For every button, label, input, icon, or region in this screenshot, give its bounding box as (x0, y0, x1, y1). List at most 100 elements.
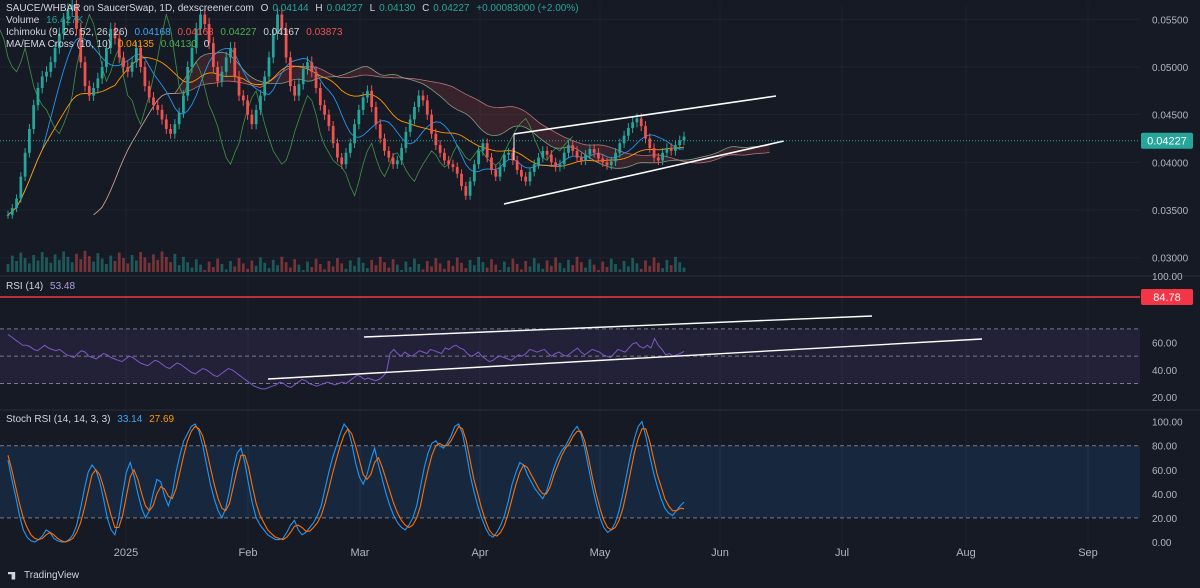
volume-bar (53, 254, 57, 272)
volume-bar (211, 267, 215, 272)
candle-body (541, 150, 545, 158)
volume-bar (49, 262, 53, 272)
last-price-tag (1141, 132, 1193, 149)
candle-body (477, 150, 481, 165)
stoch-tick-label: 60.00 (1152, 466, 1177, 477)
volume-bar (622, 261, 626, 272)
candle-body (182, 95, 185, 113)
volume-bar (301, 270, 305, 272)
candle-body (588, 148, 592, 155)
volume-bar (79, 259, 83, 272)
close-label: C (422, 3, 430, 14)
price-tick-label: 0.04500 (1152, 111, 1189, 122)
volume-bar (75, 253, 78, 272)
rsi-tick-label: 60.00 (1152, 339, 1177, 350)
candle-body (468, 181, 472, 196)
tenkan-line (7, 37, 685, 216)
volume-bar (62, 251, 66, 272)
candle-body (336, 143, 339, 158)
volume-bar (340, 263, 344, 272)
volume-bar (327, 261, 331, 272)
candle-body (186, 66, 190, 96)
volume-bar (220, 264, 224, 272)
volume-bar (70, 262, 74, 272)
price-tick-label: 0.05500 (1152, 15, 1189, 26)
volume-bar (468, 259, 472, 272)
volume-bar (357, 257, 361, 272)
volume-bar (117, 252, 121, 272)
candle-body (173, 124, 177, 134)
volume-bar (502, 261, 506, 272)
time-axis: 2025 Feb Mar Apr May Jun Jul Aug Sep (114, 547, 1098, 559)
last-price-label: 0.04227 (1147, 136, 1187, 148)
candle-body (310, 62, 314, 72)
rsi-line (7, 333, 685, 390)
ma-value-2: 0.04130 (160, 39, 197, 50)
candle-body (498, 167, 502, 177)
low-value: 0.04130 (379, 3, 416, 14)
volume-bar (549, 265, 553, 272)
volume-bar (562, 268, 566, 272)
volume-bar (10, 255, 14, 272)
time-tick-label: Mar (351, 547, 370, 559)
candle-body (370, 90, 374, 108)
candle-body (246, 100, 249, 115)
volume-bar (233, 266, 237, 272)
volume-bar (618, 269, 622, 272)
candle-body (357, 109, 361, 125)
candle-body (220, 71, 224, 82)
volume-bar (609, 258, 613, 272)
candle-body (331, 126, 335, 144)
volume-bar (584, 267, 587, 272)
high-value: 0.04227 (326, 3, 363, 14)
volume-bar (293, 259, 297, 272)
stoch-d-value: 27.69 (149, 414, 175, 425)
candle-body (156, 105, 160, 110)
candle-body (276, 14, 279, 34)
volume-bar (57, 259, 61, 272)
low-label: L (369, 3, 376, 14)
volume-bar (438, 263, 442, 272)
volume-bar (109, 255, 113, 272)
candle-body (481, 143, 485, 151)
rsi-trend-lower (267, 338, 983, 380)
volume-bar (45, 257, 48, 272)
candle-body (430, 114, 433, 134)
candle-body (96, 78, 100, 88)
candle-body (301, 68, 305, 85)
candle-body (661, 152, 664, 161)
volume-bar (182, 256, 185, 272)
volume-bar (160, 251, 164, 272)
candle-body (485, 143, 489, 158)
candle-body (601, 158, 605, 163)
candle-body (70, 5, 74, 10)
volume-bar (100, 258, 104, 272)
senkou-span-b (93, 65, 770, 216)
cloud-fill (93, 52, 770, 215)
ma-label: MA/EMA Cross (10, 10) (6, 39, 112, 50)
candle-body (130, 62, 134, 72)
candle-body (391, 157, 395, 165)
candle-body (575, 150, 579, 158)
volume-bar (383, 262, 386, 272)
tradingview-logo[interactable]: TradingView (8, 570, 79, 581)
candle-body (472, 164, 476, 182)
candle-body (306, 62, 309, 69)
tradingview-icon (8, 571, 16, 580)
candle-body (293, 86, 297, 96)
candle-body (36, 87, 40, 106)
volume-bar (83, 250, 87, 272)
candle-body (28, 128, 31, 153)
candle-body (622, 135, 626, 144)
candle-body (229, 47, 232, 58)
volume-bar (32, 255, 36, 272)
volume-bars (6, 250, 686, 272)
time-tick-label: Sep (1078, 547, 1098, 559)
stoch-tick-label: 0.00 (1152, 538, 1172, 549)
candle-body (314, 71, 318, 88)
volume-bar (331, 266, 335, 272)
candle-body (438, 145, 442, 153)
rsi-trend-upper (363, 315, 873, 338)
candle-body (203, 14, 207, 25)
